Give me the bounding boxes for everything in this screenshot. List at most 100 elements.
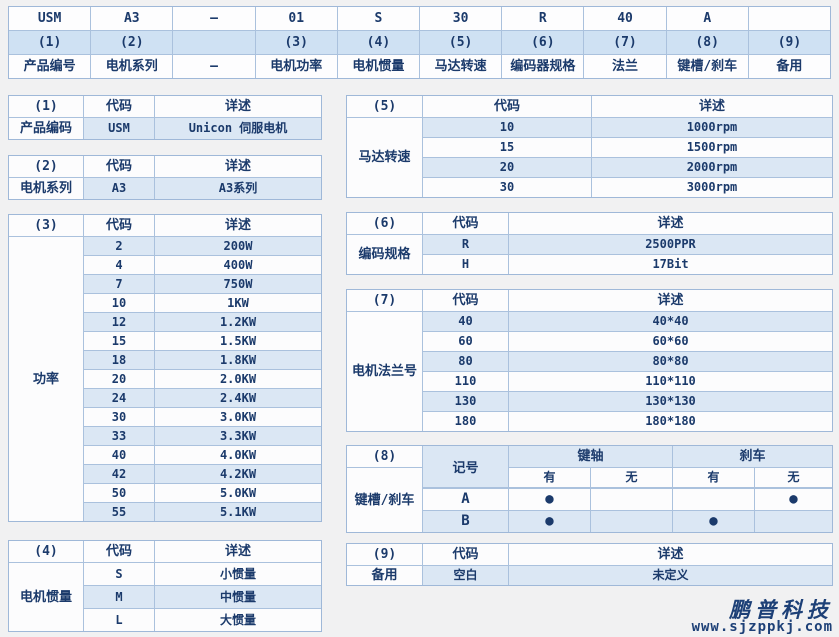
cell: 电机系列: [90, 55, 172, 78]
label-column: (8) 键槽/刹车: [347, 446, 423, 532]
col-header-code: 代码: [84, 96, 155, 117]
rows: 空白 未定义: [423, 565, 832, 585]
cell: [590, 511, 672, 532]
cell: L: [84, 609, 155, 631]
cell: [590, 489, 672, 510]
table-id: (6): [347, 213, 422, 235]
col-header-code: 代码: [423, 96, 592, 117]
table-label: 备用: [371, 568, 398, 583]
label-column: (7) 电机法兰号: [347, 290, 423, 431]
cell: 180: [423, 412, 509, 431]
table-label: 电机法兰号: [351, 364, 417, 379]
header-row: 代码 详述: [84, 156, 321, 177]
rows: R 2500PPR H 17Bit: [423, 234, 832, 274]
cell: (1): [37, 35, 62, 50]
table-row: 2 200W: [84, 236, 321, 255]
table-row: USM Unicon 伺服电机: [84, 117, 321, 139]
code-table-6-encoder: (6) 编码规格 代码 详述 R 2500PPR H 17Bit: [346, 212, 833, 275]
data-column: 代码 详述 空白 未定义: [423, 544, 832, 585]
rows: USM Unicon 伺服电机: [84, 117, 321, 139]
table-label: 编码规格: [358, 247, 411, 262]
cell: 4: [84, 256, 155, 274]
cell: S: [336, 7, 419, 30]
cell: 1.2KW: [219, 315, 257, 329]
table-label: 马达转速: [358, 150, 411, 165]
cell: 5.0KW: [219, 486, 257, 500]
cell: R: [423, 235, 509, 254]
table-row: R 2500PPR: [423, 234, 832, 254]
table-row: 55 5.1KW: [84, 502, 321, 521]
cell: 15: [84, 332, 155, 350]
col-header-code: 代码: [84, 215, 155, 236]
code-table-7-flange: (7) 电机法兰号 代码 详述 40 40*40 60 60*60 80 80*80 110…: [346, 289, 833, 432]
col-header-code: 代码: [423, 213, 509, 234]
cell: 30: [423, 178, 592, 197]
header-keyshaft-yes: 有: [543, 470, 556, 484]
table-label: 功率: [32, 371, 59, 387]
cell: 小惯量: [219, 567, 256, 581]
cell: 18: [84, 351, 155, 369]
code-table-8-keyway-brake: (8) 键槽/刹车 记号 键轴 刹车 有 无 有: [346, 445, 833, 533]
cell: 空白: [423, 566, 509, 585]
cell: 未定义: [652, 568, 689, 582]
cell: 4.2KW: [219, 467, 257, 481]
cell: USM: [84, 118, 155, 139]
cell: A3: [90, 7, 172, 30]
code-table-9-reserved: (9) 备用 代码 详述 空白 未定义: [346, 543, 833, 586]
cell: 中惯量: [219, 590, 256, 604]
yes-no-header-row: 有 无 有 无: [509, 468, 832, 487]
table-id: (7): [347, 290, 422, 312]
cell: 750W: [223, 277, 253, 291]
cell: 2500PPR: [645, 237, 696, 251]
table-row: 33 3.3KW: [84, 426, 321, 445]
label-column: (9) 备用: [347, 544, 423, 585]
cell: —: [172, 55, 254, 78]
table-row: 4 400W: [84, 255, 321, 274]
table-row: 7 750W: [84, 274, 321, 293]
cell: 编码器规格: [501, 55, 583, 78]
table-label: 键槽/刹车: [354, 492, 415, 508]
code-table-5-speed: (5) 马达转速 代码 详述 10 1000rpm 15 1500rpm 20 2000r…: [346, 95, 833, 198]
cell: 键槽/刹车: [665, 55, 748, 78]
col-header-desc: 详述: [224, 218, 251, 233]
matrix-header-grid: 键轴 刹车 有 无 有 无: [509, 446, 832, 487]
dot-marker: ●: [508, 489, 590, 510]
col-header-desc: 详述: [698, 99, 725, 114]
cell: 1.5KW: [219, 334, 257, 348]
left-column: (1) 产品编码 代码 详述 USM Unicon 伺服电机 (2) 电机系列 代…: [8, 95, 322, 632]
cell: 1500rpm: [686, 140, 738, 154]
cell: 130*130: [645, 394, 696, 408]
right-column: (5) 马达转速 代码 详述 10 1000rpm 15 1500rpm 20 2000r…: [346, 95, 833, 586]
col-header-desc: 详述: [224, 159, 251, 174]
model-index-row: (1) (2) (3) (4) (5) (6) (7) (8) (9): [9, 30, 830, 54]
header-row: 代码 详述: [84, 541, 321, 562]
cell: 80*80: [652, 354, 689, 368]
cell: 3.3KW: [219, 429, 257, 443]
label-column: (6) 编码规格: [347, 213, 423, 274]
table-id: (2): [9, 156, 83, 178]
cell: A: [665, 7, 748, 30]
cell: 产品编号: [23, 59, 76, 74]
cell: [747, 7, 830, 30]
data-column: 代码 详述 S 小惯量 M 中惯量 L 大惯量: [84, 541, 321, 631]
cell: 01: [254, 7, 337, 30]
label-column: (5) 马达转速: [347, 96, 423, 197]
label-column: (2) 电机系列: [9, 156, 84, 199]
table-row: M 中惯量: [84, 585, 321, 608]
cell: 15: [423, 138, 592, 157]
cell: H: [423, 255, 509, 274]
cell: 7: [84, 275, 155, 293]
header-row: 代码 详述: [423, 290, 832, 311]
cell: (9): [747, 31, 830, 54]
watermark-site-url: www.sjzppkj.com: [691, 619, 833, 635]
cell: 2: [84, 237, 155, 255]
cell: 80: [423, 352, 509, 371]
col-header-code: 代码: [84, 156, 155, 177]
cell: 大惯量: [219, 613, 256, 627]
table-row: 30 3000rpm: [423, 177, 832, 197]
table-row: 10 1KW: [84, 293, 321, 312]
header-row: 代码 详述: [423, 213, 832, 234]
table-row: 50 5.0KW: [84, 483, 321, 502]
table-label: 产品编码: [19, 121, 72, 136]
cell: (8): [665, 31, 748, 54]
